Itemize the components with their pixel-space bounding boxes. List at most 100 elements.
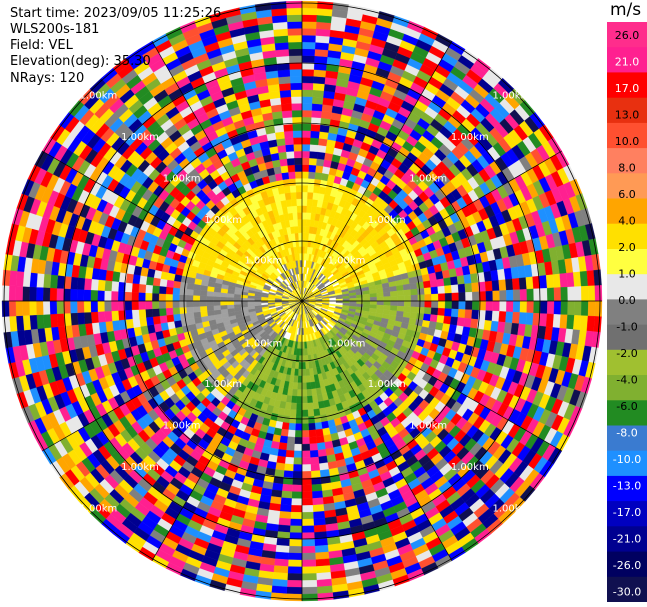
gate (152, 285, 160, 294)
gate (293, 450, 303, 458)
gate (213, 300, 221, 306)
gate (226, 296, 235, 302)
gate (297, 382, 303, 390)
gate (281, 483, 293, 492)
gate (457, 309, 466, 319)
gate (275, 462, 286, 471)
gate (526, 288, 534, 302)
gate (318, 131, 329, 140)
gate (233, 304, 242, 309)
gate (295, 416, 303, 424)
gate (491, 280, 500, 292)
gate (145, 308, 153, 318)
gate (315, 558, 330, 567)
gate (314, 55, 328, 64)
gate (269, 288, 277, 293)
gate (312, 82, 325, 91)
gate (313, 69, 327, 78)
gate (472, 291, 480, 302)
gate (296, 389, 303, 397)
gate (402, 283, 411, 291)
gate (301, 191, 308, 200)
gate (443, 315, 452, 325)
gate (131, 291, 139, 302)
gate (301, 14, 318, 22)
gate (416, 281, 425, 290)
gate (186, 312, 195, 320)
gate (294, 437, 303, 445)
gate (145, 300, 153, 310)
gate (306, 205, 313, 213)
gate (15, 300, 23, 317)
gate (124, 291, 132, 302)
gate (29, 300, 37, 316)
gate (408, 276, 417, 285)
gate (297, 368, 303, 377)
gate (305, 368, 310, 377)
gate (280, 428, 289, 437)
gate (311, 395, 319, 403)
gate (290, 505, 303, 513)
gate (282, 415, 291, 424)
gate (165, 307, 174, 316)
gate (131, 300, 139, 311)
gate (124, 300, 132, 311)
gate (186, 288, 194, 296)
gate (310, 470, 321, 479)
gate (376, 292, 384, 298)
gate (431, 300, 439, 309)
gate (77, 277, 86, 290)
gate (491, 310, 500, 322)
gate (410, 294, 419, 302)
gate (277, 449, 287, 458)
gate (301, 89, 314, 97)
gate (286, 443, 295, 451)
gate (97, 311, 106, 323)
gate (423, 307, 432, 315)
gate (301, 505, 314, 513)
gate (213, 291, 221, 297)
gate (276, 538, 290, 547)
gate (187, 317, 196, 326)
gate (301, 545, 316, 554)
gate (403, 300, 412, 307)
gate (586, 270, 595, 287)
gate (292, 471, 303, 479)
gate (301, 525, 315, 533)
gate (308, 171, 316, 180)
gate (363, 297, 371, 302)
gate (273, 565, 289, 574)
gate (314, 422, 323, 430)
gate (301, 409, 309, 418)
gate (312, 401, 320, 410)
gate (292, 464, 303, 472)
gate (512, 311, 521, 324)
gate (301, 573, 317, 581)
gate (152, 308, 160, 317)
gate (277, 524, 291, 533)
gate (293, 443, 303, 452)
gate (316, 8, 333, 17)
gate (512, 300, 521, 313)
gate (415, 275, 424, 284)
gate (315, 28, 331, 37)
gate (192, 300, 201, 307)
gate (291, 389, 298, 397)
gate (185, 294, 194, 302)
gate (289, 525, 303, 533)
gate (315, 428, 324, 437)
gate (506, 289, 514, 302)
gate (313, 178, 322, 187)
gate (56, 313, 65, 327)
gate (301, 109, 313, 118)
gate (49, 287, 58, 302)
gate (444, 285, 452, 294)
gate (301, 464, 312, 472)
gate (296, 396, 303, 404)
gate (390, 300, 398, 307)
gate (376, 296, 384, 302)
gate (451, 308, 459, 318)
gate (301, 171, 309, 179)
gate (310, 381, 317, 390)
gate (317, 144, 327, 153)
